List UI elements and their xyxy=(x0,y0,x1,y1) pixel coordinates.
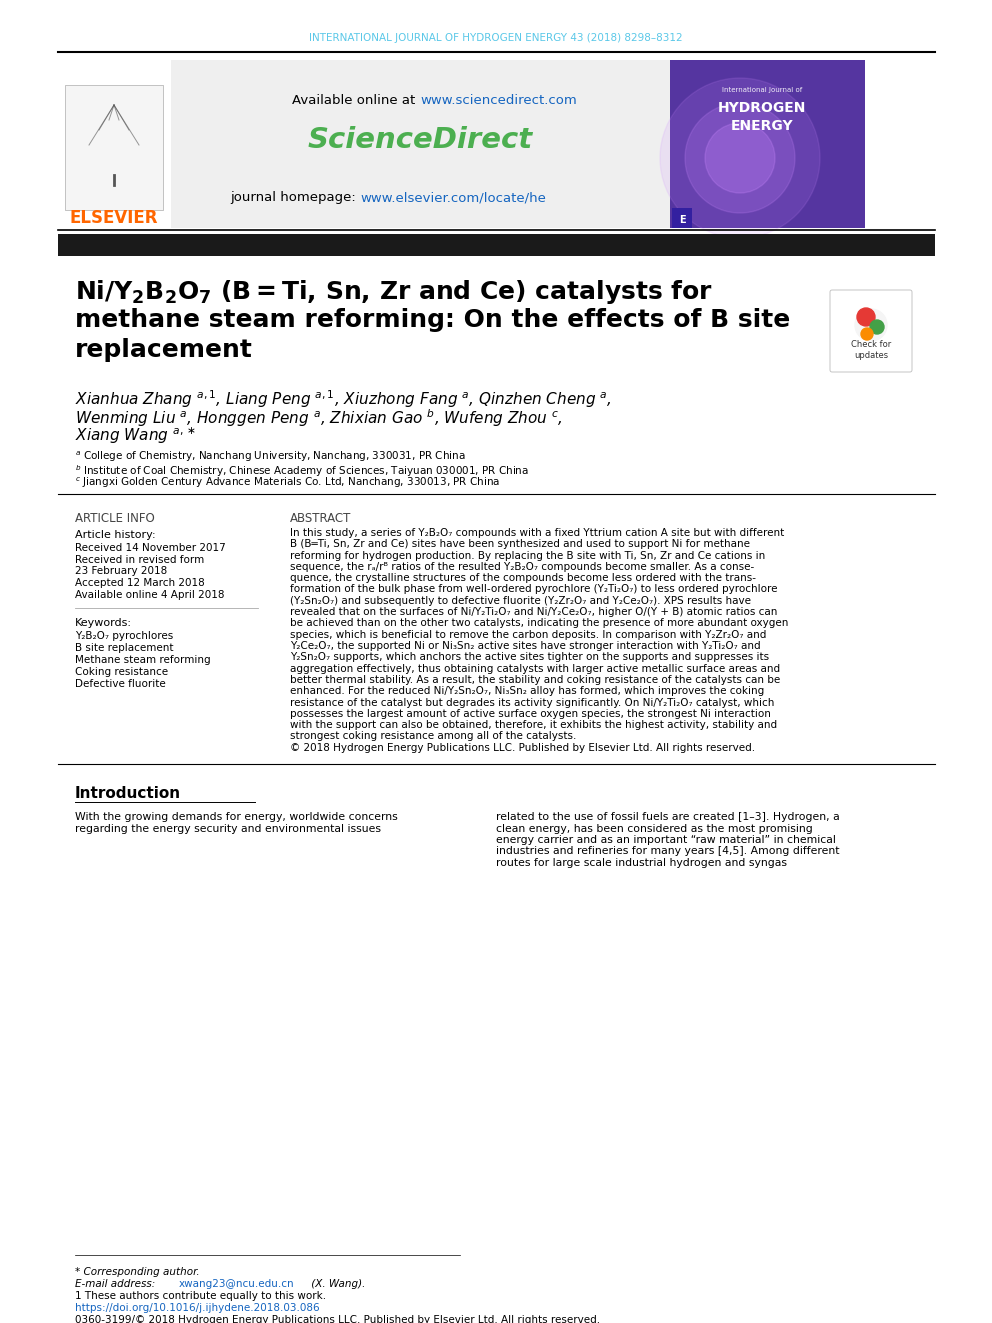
Text: possesses the largest amount of active surface oxygen species, the strongest Ni : possesses the largest amount of active s… xyxy=(290,709,771,718)
Circle shape xyxy=(857,308,875,325)
Text: aggregation effectively, thus obtaining catalysts with larger active metallic su: aggregation effectively, thus obtaining … xyxy=(290,664,780,673)
Text: formation of the bulk phase from well-ordered pyrochlore (Y₂Ti₂O₇) to less order: formation of the bulk phase from well-or… xyxy=(290,585,778,594)
Text: E-mail address:: E-mail address: xyxy=(75,1279,159,1289)
Text: Article history:: Article history: xyxy=(75,531,156,540)
Text: clean energy, has been considered as the most promising: clean energy, has been considered as the… xyxy=(496,823,812,833)
Circle shape xyxy=(870,320,884,333)
Text: Y₂Sn₂O₇ supports, which anchors the active sites tighter on the supports and sup: Y₂Sn₂O₇ supports, which anchors the acti… xyxy=(290,652,769,663)
Text: quence, the crystalline structures of the compounds become less ordered with the: quence, the crystalline structures of th… xyxy=(290,573,756,583)
Text: Accepted 12 March 2018: Accepted 12 March 2018 xyxy=(75,578,204,587)
Text: Coking resistance: Coking resistance xyxy=(75,667,168,677)
Circle shape xyxy=(685,103,795,213)
Text: better thermal stability. As a result, the stability and coking resistance of th: better thermal stability. As a result, t… xyxy=(290,675,781,685)
Text: ARTICLE INFO: ARTICLE INFO xyxy=(75,512,155,525)
Text: B (B═Ti, Sn, Zr and Ce) sites have been synthesized and used to support Ni for m: B (B═Ti, Sn, Zr and Ce) sites have been … xyxy=(290,540,750,549)
Text: be achieved than on the other two catalysts, indicating the presence of more abu: be achieved than on the other two cataly… xyxy=(290,618,789,628)
Text: species, which is beneficial to remove the carbon deposits. In comparison with Y: species, which is beneficial to remove t… xyxy=(290,630,767,640)
Text: www.elsevier.com/locate/he: www.elsevier.com/locate/he xyxy=(360,192,546,205)
Text: reforming for hydrogen production. By replacing the B site with Ti, Sn, Zr and C: reforming for hydrogen production. By re… xyxy=(290,550,765,561)
Text: resistance of the catalyst but degrades its activity significantly. On Ni/Y₂Ti₂O: resistance of the catalyst but degrades … xyxy=(290,697,775,708)
Text: ScienceDirect: ScienceDirect xyxy=(308,126,533,153)
Text: Check for
updates: Check for updates xyxy=(851,340,891,360)
Text: In this study, a series of Y₂B₂O₇ compounds with a fixed Yttrium cation A site b: In this study, a series of Y₂B₂O₇ compou… xyxy=(290,528,785,538)
Text: Keywords:: Keywords: xyxy=(75,618,132,628)
Text: (Y₂Sn₂O₇) and subsequently to defective fluorite (Y₂Zr₂O₇ and Y₂Ce₂O₇). XPS resu: (Y₂Sn₂O₇) and subsequently to defective … xyxy=(290,595,751,606)
Text: ABSTRACT: ABSTRACT xyxy=(290,512,351,525)
Text: routes for large scale industrial hydrogen and syngas: routes for large scale industrial hydrog… xyxy=(496,859,787,868)
Text: B site replacement: B site replacement xyxy=(75,643,174,654)
Text: regarding the energy security and environmental issues: regarding the energy security and enviro… xyxy=(75,823,381,833)
Text: Y₂Ce₂O₇, the supported Ni or Ni₃Sn₂ active sites have stronger interaction with : Y₂Ce₂O₇, the supported Ni or Ni₃Sn₂ acti… xyxy=(290,642,761,651)
Text: Available online 4 April 2018: Available online 4 April 2018 xyxy=(75,590,224,601)
Bar xyxy=(670,60,865,228)
Text: ENERGY: ENERGY xyxy=(731,119,794,134)
Bar xyxy=(58,60,171,228)
Text: with the support can also be obtained, therefore, it exhibits the highest activi: with the support can also be obtained, t… xyxy=(290,720,777,730)
Text: www.sciencedirect.com: www.sciencedirect.com xyxy=(420,94,576,106)
Text: revealed that on the surfaces of Ni/Y₂Ti₂O₇ and Ni/Y₂Ce₂O₇, higher O/(Y + B) ato: revealed that on the surfaces of Ni/Y₂Ti… xyxy=(290,607,778,617)
Text: Methane steam reforming: Methane steam reforming xyxy=(75,655,210,665)
Text: (X. Wang).: (X. Wang). xyxy=(308,1279,365,1289)
Text: industries and refineries for many years [4,5]. Among different: industries and refineries for many years… xyxy=(496,847,839,856)
Text: * Corresponding author.: * Corresponding author. xyxy=(75,1267,199,1277)
Text: Received in revised form: Received in revised form xyxy=(75,556,204,565)
Text: 23 February 2018: 23 February 2018 xyxy=(75,566,168,576)
Text: Introduction: Introduction xyxy=(75,786,182,800)
Text: HYDROGEN: HYDROGEN xyxy=(718,101,806,115)
Text: https://doi.org/10.1016/j.ijhydene.2018.03.086: https://doi.org/10.1016/j.ijhydene.2018.… xyxy=(75,1303,319,1312)
Text: ELSEVIER: ELSEVIER xyxy=(69,209,159,228)
Text: energy carrier and as an important “raw material” in chemical: energy carrier and as an important “raw … xyxy=(496,835,836,845)
Text: related to the use of fossil fuels are created [1–3]. Hydrogen, a: related to the use of fossil fuels are c… xyxy=(496,812,840,822)
Bar xyxy=(58,234,935,255)
Circle shape xyxy=(660,78,820,238)
Text: Wenming Liu $^{a}$, Honggen Peng $^{a}$, Zhixian Gao $^{b}$, Wufeng Zhou $^{c}$,: Wenming Liu $^{a}$, Honggen Peng $^{a}$,… xyxy=(75,407,562,429)
Text: Received 14 November 2017: Received 14 November 2017 xyxy=(75,542,226,553)
Circle shape xyxy=(861,328,873,340)
Text: 1 These authors contribute equally to this work.: 1 These authors contribute equally to th… xyxy=(75,1291,326,1301)
Circle shape xyxy=(855,310,887,341)
Text: Y₂B₂O₇ pyrochlores: Y₂B₂O₇ pyrochlores xyxy=(75,631,174,642)
Text: xwang23@ncu.edu.cn: xwang23@ncu.edu.cn xyxy=(179,1279,295,1289)
Text: methane steam reforming: On the effects of B site: methane steam reforming: On the effects … xyxy=(75,308,791,332)
Circle shape xyxy=(705,123,775,193)
Text: E: E xyxy=(679,216,685,225)
Text: $^b$ Institute of Coal Chemistry, Chinese Academy of Sciences, Taiyuan 030001, P: $^b$ Institute of Coal Chemistry, Chines… xyxy=(75,463,529,479)
Text: replacement: replacement xyxy=(75,337,253,363)
Text: journal homepage:: journal homepage: xyxy=(230,192,360,205)
Text: International Journal of: International Journal of xyxy=(722,87,803,93)
Text: strongest coking resistance among all of the catalysts.: strongest coking resistance among all of… xyxy=(290,732,576,741)
Text: Xiang Wang $^{a,\ast}$: Xiang Wang $^{a,\ast}$ xyxy=(75,426,196,446)
Text: © 2018 Hydrogen Energy Publications LLC. Published by Elsevier Ltd. All rights r: © 2018 Hydrogen Energy Publications LLC.… xyxy=(290,742,755,753)
Text: Ni/Y$_\mathbf{2}$B$_\mathbf{2}$O$_\mathbf{7}$ (B$\mathbf{=}$Ti, Sn, Zr and Ce) c: Ni/Y$_\mathbf{2}$B$_\mathbf{2}$O$_\mathb… xyxy=(75,278,713,306)
Text: Available online at: Available online at xyxy=(293,94,420,106)
Bar xyxy=(170,60,670,228)
Text: enhanced. For the reduced Ni/Y₂Sn₂O₇, Ni₃Sn₂ alloy has formed, which improves th: enhanced. For the reduced Ni/Y₂Sn₂O₇, Ni… xyxy=(290,687,764,696)
Text: Xianhua Zhang $^{a,1}$, Liang Peng $^{a,1}$, Xiuzhong Fang $^{a}$, Qinzhen Cheng: Xianhua Zhang $^{a,1}$, Liang Peng $^{a,… xyxy=(75,388,612,410)
Text: Defective fluorite: Defective fluorite xyxy=(75,679,166,689)
Text: $^c$ Jiangxi Golden Century Advance Materials Co. Ltd, Nanchang, 330013, PR Chin: $^c$ Jiangxi Golden Century Advance Mate… xyxy=(75,476,500,491)
Text: INTERNATIONAL JOURNAL OF HYDROGEN ENERGY 43 (2018) 8298–8312: INTERNATIONAL JOURNAL OF HYDROGEN ENERGY… xyxy=(310,33,682,44)
Text: With the growing demands for energy, worldwide concerns: With the growing demands for energy, wor… xyxy=(75,812,398,822)
FancyBboxPatch shape xyxy=(830,290,912,372)
Text: sequence, the rₐ/rᴮ ratios of the resulted Y₂B₂O₇ compounds become smaller. As a: sequence, the rₐ/rᴮ ratios of the result… xyxy=(290,562,754,572)
Bar xyxy=(672,208,692,228)
Text: $^a$ College of Chemistry, Nanchang University, Nanchang, 330031, PR China: $^a$ College of Chemistry, Nanchang Univ… xyxy=(75,450,465,464)
Text: 0360-3199/© 2018 Hydrogen Energy Publications LLC. Published by Elsevier Ltd. Al: 0360-3199/© 2018 Hydrogen Energy Publica… xyxy=(75,1315,600,1323)
Bar xyxy=(65,85,163,210)
